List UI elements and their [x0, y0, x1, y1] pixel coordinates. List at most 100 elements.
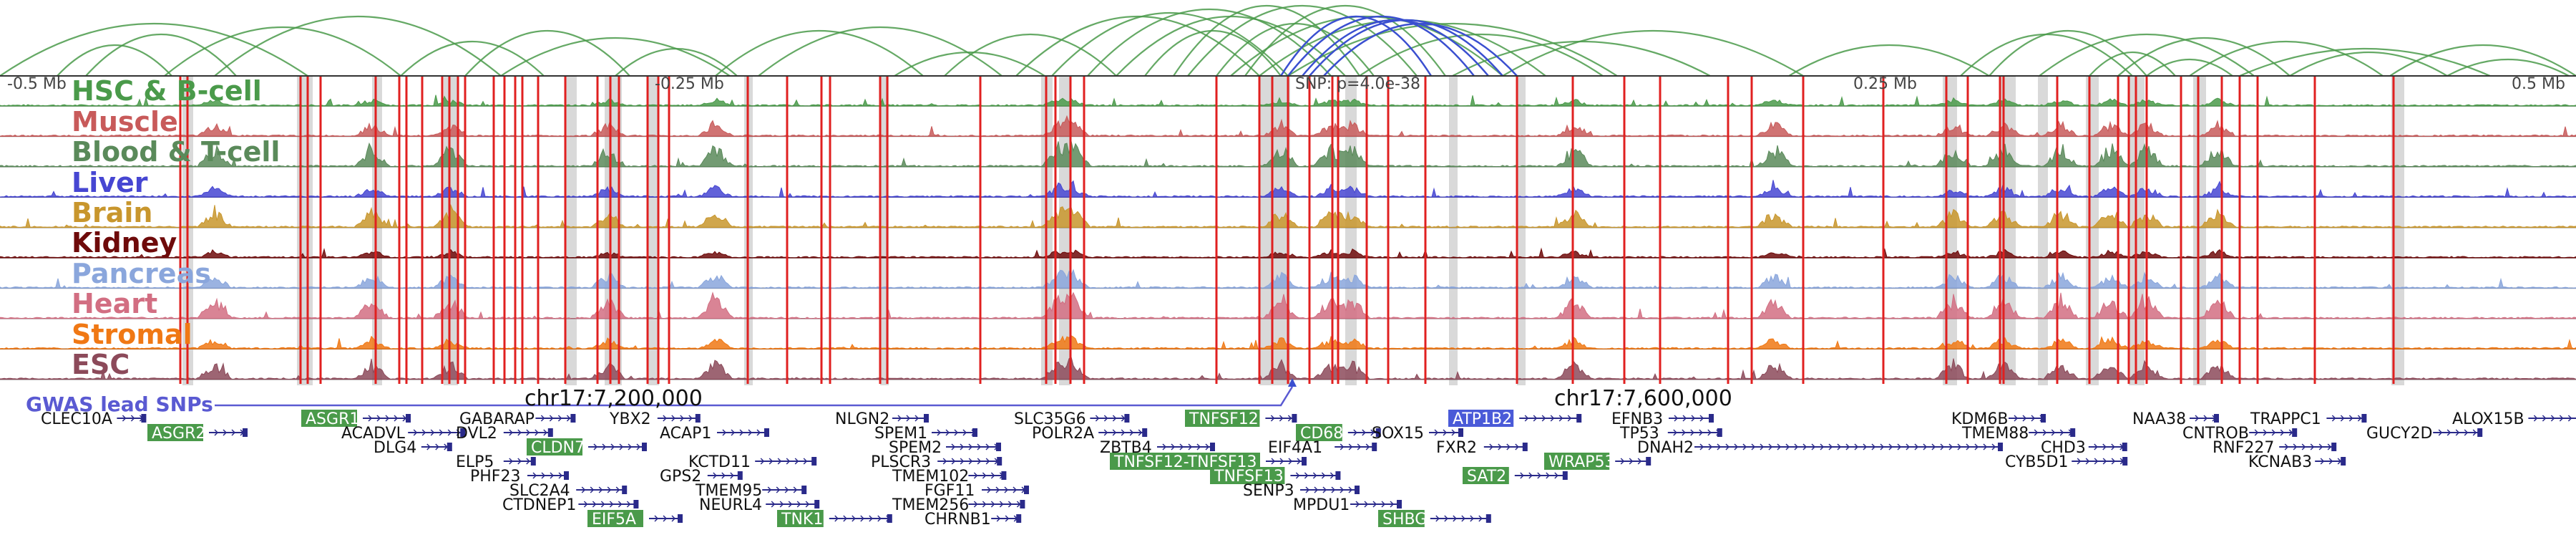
gene-label: DLG4: [374, 439, 416, 457]
gene-label: YBX2: [609, 410, 651, 428]
gene-wrap53[interactable]: WRAP53: [1544, 453, 1651, 471]
exon-block: [1302, 457, 1307, 466]
track-label-kidney: Kidney: [72, 227, 177, 259]
gene-dnah2[interactable]: DNAH2: [1637, 439, 2003, 457]
exon-block: [1372, 443, 1377, 451]
chromatin-arc: [1360, 34, 1603, 76]
track-label-brain: Brain: [72, 197, 152, 228]
peak-band: [2193, 76, 2206, 385]
gene-label: POLR2A: [1032, 425, 1094, 443]
exon-block: [1717, 428, 1722, 437]
track-label-liver: Liver: [72, 167, 148, 198]
peak-band: [565, 76, 577, 385]
exon-block: [2122, 457, 2127, 466]
exon-block: [141, 414, 146, 423]
gene-eif5a[interactable]: EIF5A: [587, 510, 683, 529]
gene-chrnb1[interactable]: CHRNB1: [924, 511, 1021, 529]
track-label-stromal: Stromal: [72, 319, 192, 350]
chromatin-arc: [165, 27, 401, 76]
exon-block: [1486, 514, 1491, 523]
gene-label: EIF5A: [592, 511, 636, 529]
exon-block: [1016, 514, 1021, 523]
track-label-blood-tcell: Blood & T-cell: [72, 136, 280, 168]
peak-band: [1943, 76, 1957, 385]
gene-dlg4[interactable]: DLG4: [374, 439, 452, 457]
gene-label: CTDNEP1: [502, 496, 576, 514]
exon-block: [924, 414, 929, 423]
peak-band: [444, 76, 458, 385]
gene-shbg[interactable]: SHBG: [1378, 510, 1491, 529]
exon-block: [996, 443, 1001, 451]
exon-block: [1355, 486, 1360, 494]
exon-block: [1210, 443, 1215, 451]
exon-block: [2341, 457, 2346, 466]
track-label-muscle: Muscle: [72, 106, 178, 138]
gene-label: SHBG: [1382, 511, 1427, 529]
coord-label-7200000: chr17:7,200,000: [525, 386, 703, 411]
chromatin-loop-arcs: [0, 6, 2576, 76]
exon-block: [2331, 443, 2336, 451]
exon-block: [814, 500, 819, 508]
exon-block: [1335, 471, 1340, 480]
exon-block: [1001, 471, 1006, 480]
exon-block: [570, 414, 575, 423]
gene-label: SAT2: [1467, 468, 1506, 486]
exon-block: [678, 514, 683, 523]
gene-atp1b2[interactable]: ATP1B2: [1448, 410, 1581, 428]
exon-block: [1020, 500, 1025, 508]
gene-trappc1[interactable]: TRAPPC1: [2250, 410, 2366, 428]
chromatin-arc: [1453, 42, 1710, 76]
exon-block: [1523, 443, 1528, 451]
gene-label: NAA38: [2132, 410, 2186, 428]
exon-block: [531, 457, 536, 466]
exon-block: [2361, 414, 2366, 423]
gene-label: SENP3: [1243, 482, 1294, 500]
exon-block: [2477, 428, 2482, 437]
gene-label: TNFSF12: [1189, 410, 1259, 428]
gene-tnk1[interactable]: TNK1: [777, 510, 892, 529]
axis-tick-minus-05: -0.5 Mb: [7, 75, 67, 93]
gene-kctd11[interactable]: KCTD11: [688, 453, 816, 471]
gene-label: ASGR2: [152, 425, 205, 443]
chromatin-arc: [615, 49, 737, 76]
chromatin-arc: [501, 38, 730, 76]
gene-tnfsf12[interactable]: TNFSF12: [1185, 410, 1297, 428]
gene-cldn7[interactable]: CLDN7: [527, 438, 647, 457]
exon-block: [887, 514, 892, 523]
track-label-pancreas: Pancreas: [72, 258, 211, 289]
exon-block: [564, 471, 569, 480]
gene-chd3[interactable]: CHD3: [2041, 439, 2127, 457]
exon-block: [764, 428, 769, 437]
exon-block: [447, 443, 452, 451]
peak-band: [1517, 76, 1526, 385]
exon-block: [1998, 443, 2003, 451]
exon-block: [1576, 414, 1581, 423]
gene-fxr2[interactable]: FXR2: [1436, 439, 1528, 457]
exon-block: [1709, 414, 1714, 423]
exon-block: [2122, 443, 2127, 451]
gene-label: FXR2: [1436, 439, 1477, 457]
gene-label: WRAP53: [1548, 453, 1614, 471]
chromatin-arc: [1789, 45, 1989, 76]
gene-label: CHD3: [2041, 439, 2086, 457]
chromatin-arc: [716, 31, 923, 76]
peak-band: [2086, 76, 2099, 385]
gene-kcnab3[interactable]: KCNAB3: [2248, 453, 2346, 471]
track-label-esc: ESC: [72, 349, 130, 380]
peak-band: [1449, 76, 1458, 385]
chromatin-arc: [1174, 6, 1360, 76]
gene-acap1[interactable]: ACAP1: [660, 425, 769, 443]
exon-block: [1142, 428, 1147, 437]
exon-block: [633, 500, 638, 508]
gene-label: ACAP1: [660, 425, 711, 443]
gene-asgr2[interactable]: ASGR2: [147, 424, 248, 443]
exon-block: [2214, 414, 2219, 423]
peak-band: [2038, 76, 2048, 385]
gene-label: KCNAB3: [2248, 453, 2312, 471]
exon-block: [243, 428, 248, 437]
gene-label: SOX15: [1372, 425, 1424, 443]
gene-alox15b[interactable]: ALOX15B: [2452, 410, 2576, 428]
axis-tick-05: 0.5 Mb: [2512, 75, 2565, 93]
